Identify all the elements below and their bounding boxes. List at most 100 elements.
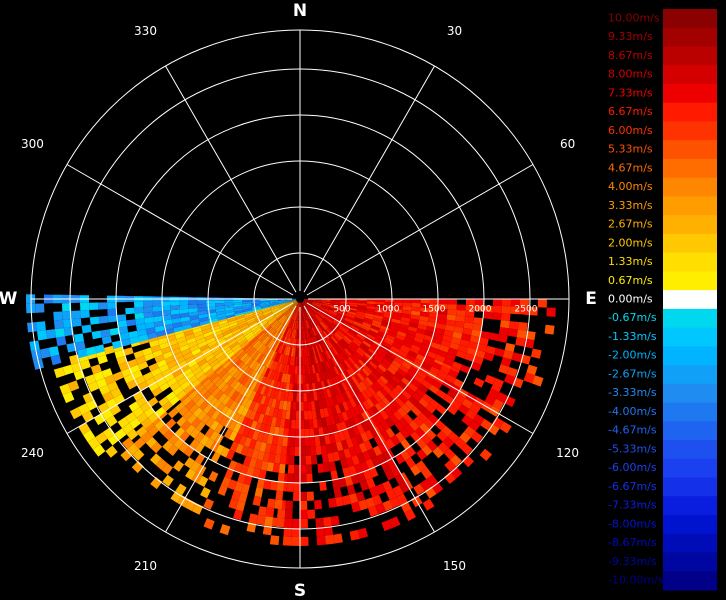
scan-cell <box>328 397 335 407</box>
scan-cell <box>370 358 380 367</box>
scan-cell <box>321 300 331 303</box>
scan-cell <box>459 364 471 374</box>
scan-cell <box>474 305 484 312</box>
scan-cell <box>444 471 457 484</box>
scan-cell <box>303 301 311 307</box>
scan-cell <box>351 365 360 375</box>
scan-cell <box>321 302 331 305</box>
scan-cell <box>279 303 288 308</box>
scan-cell <box>235 383 244 393</box>
scan-cell <box>219 322 229 329</box>
scan-cell <box>303 301 311 308</box>
scan-cell <box>242 328 251 335</box>
scan-cell <box>197 358 208 367</box>
scan-cell <box>316 526 325 537</box>
scan-cell <box>256 478 265 489</box>
scan-cell <box>252 340 261 348</box>
scan-cell <box>311 317 317 326</box>
scan-cell <box>154 325 165 333</box>
scan-cell <box>249 323 259 330</box>
scan-cell <box>398 417 409 428</box>
scan-cell <box>422 498 435 511</box>
scan-cell <box>395 431 406 443</box>
scan-cell <box>356 383 365 393</box>
colorbar-swatch <box>663 327 717 347</box>
scan-cell <box>339 304 349 308</box>
scan-cell <box>301 302 304 312</box>
scan-cell <box>239 385 247 395</box>
scan-cell <box>273 310 282 317</box>
scan-cell <box>401 313 411 319</box>
scan-cell <box>269 370 276 380</box>
scan-cell <box>310 306 318 313</box>
scan-cell <box>464 353 475 362</box>
scan-cell <box>345 438 354 449</box>
scan-cell <box>306 319 311 329</box>
colorbar-swatch <box>663 496 717 516</box>
scan-cell <box>53 311 63 321</box>
colorbar-swatch <box>663 308 717 329</box>
scan-cell <box>295 356 298 366</box>
scan-cell <box>363 440 373 451</box>
scan-cell <box>344 348 352 357</box>
scan-cell <box>306 491 315 501</box>
scan-cell <box>366 350 376 359</box>
scan-cell <box>295 320 298 330</box>
scan-cell <box>306 338 311 348</box>
scan-cell <box>245 389 254 399</box>
scan-cell <box>330 302 340 305</box>
scan-cell <box>315 345 320 355</box>
scan-cell <box>317 463 325 473</box>
scan-cell <box>436 318 447 325</box>
scan-cell <box>511 352 523 363</box>
azimuth-label: 240 <box>21 446 44 460</box>
scan-cell <box>420 299 430 304</box>
scan-cell <box>492 305 502 314</box>
scan-cell <box>289 374 294 384</box>
scan-cell <box>425 429 437 441</box>
scan-cell <box>452 331 463 340</box>
azimuth-label: 120 <box>556 446 579 460</box>
scan-cell <box>330 442 338 453</box>
scan-cell <box>318 362 324 373</box>
scan-cell <box>310 327 315 337</box>
scan-cell <box>301 311 304 321</box>
scan-cell <box>281 409 287 420</box>
scan-cell <box>256 384 264 394</box>
scan-cell <box>219 524 231 536</box>
scan-cell <box>376 378 386 388</box>
scan-cell <box>343 319 353 326</box>
scan-cell <box>353 405 361 416</box>
scan-cell <box>294 365 298 375</box>
azimuth-spoke <box>306 164 534 296</box>
scan-cell <box>203 498 214 510</box>
scan-cell <box>302 329 305 339</box>
scan-cell <box>327 327 335 335</box>
scan-cell <box>278 427 285 437</box>
scan-cell <box>434 419 446 431</box>
scan-cell <box>252 308 262 312</box>
scan-cell <box>183 352 194 360</box>
scan-cell <box>270 306 280 311</box>
scan-cell <box>312 299 322 302</box>
scan-cell <box>303 311 307 321</box>
scan-cell <box>197 373 208 383</box>
scan-cell <box>285 410 291 420</box>
scan-cell <box>365 458 375 470</box>
scan-cell <box>240 340 249 348</box>
scan-cell <box>267 397 274 408</box>
scan-cell <box>235 443 244 454</box>
scan-cell <box>421 362 432 371</box>
scan-cell <box>338 352 346 362</box>
scan-cell <box>313 364 319 374</box>
scan-cell <box>285 308 292 317</box>
scan-cell <box>298 303 300 312</box>
scan-cell <box>215 366 225 376</box>
scan-cell <box>316 313 324 321</box>
scan-cell <box>385 488 397 500</box>
scan-cell <box>332 451 341 462</box>
scan-cell <box>307 509 316 519</box>
scan-cell <box>291 527 300 537</box>
scan-cell <box>118 326 129 335</box>
scan-cell <box>275 362 281 372</box>
